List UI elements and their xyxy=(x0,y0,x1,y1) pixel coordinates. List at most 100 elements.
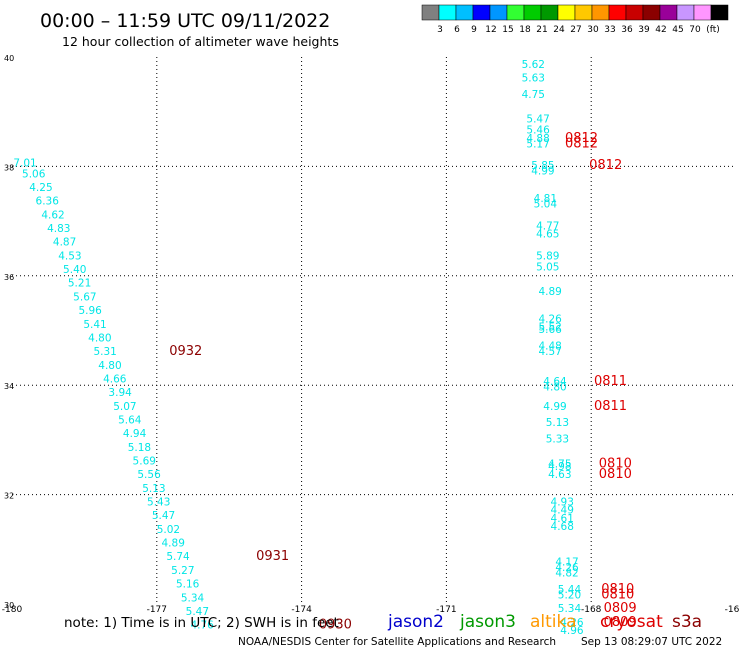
colorbar-label: 45 xyxy=(672,25,683,35)
pass-time-label: 0810 xyxy=(599,456,632,471)
wave-height-value: 4.26 xyxy=(560,617,584,629)
wave-height-value: 4.57 xyxy=(538,346,561,358)
colorbar-swatch xyxy=(506,4,525,21)
wave-height-value: 4.94 xyxy=(123,428,147,440)
y-tick-label: 38 xyxy=(4,163,14,172)
wave-height-value: 4.25 xyxy=(29,182,52,194)
pass-time-label: 0809 xyxy=(604,615,637,630)
colorbar-swatch xyxy=(642,4,661,21)
colorbar-unit: (ft) xyxy=(706,25,720,35)
wave-height-value: 4.49 xyxy=(551,505,574,517)
wave-height-value: 5.34 xyxy=(181,592,205,604)
wave-height-value: 3.94 xyxy=(108,387,132,399)
colorbar-label: 36 xyxy=(621,25,633,35)
y-tick-label: 32 xyxy=(4,492,14,501)
x-tick-label: -171 xyxy=(436,605,456,615)
wave-height-value: 4.93 xyxy=(551,497,574,509)
chart-grid xyxy=(12,57,736,604)
colorbar-swatch xyxy=(421,4,440,21)
wave-height-value: 4.26 xyxy=(538,313,562,325)
wave-height-value: 4.26 xyxy=(555,562,579,574)
wave-height-value: 5.18 xyxy=(128,442,151,454)
colorbar-label: 6 xyxy=(454,25,460,35)
colorbar-label: 3 xyxy=(437,25,443,35)
wave-height-value: 5.13 xyxy=(142,483,165,495)
colorbar-swatch xyxy=(710,4,729,21)
wave-height-value: 4.77 xyxy=(536,220,559,232)
wave-height-value: 4.82 xyxy=(555,568,578,580)
y-axis: 30 32 34 36 38 40 xyxy=(4,54,14,610)
wave-height-value: 5.47 xyxy=(152,510,175,522)
wave-height-value: 4.64 xyxy=(543,376,567,388)
wave-height-value: 4.89 xyxy=(162,538,185,550)
colorbar-swatch xyxy=(540,4,559,21)
wave-height-value: 5.56 xyxy=(137,469,161,481)
wave-height-value: 4.76 xyxy=(190,620,214,632)
colorbar-label: 21 xyxy=(536,25,547,35)
colorbar-swatch xyxy=(676,4,695,21)
wave-height-value: 4.98 xyxy=(548,461,571,473)
colorbar-swatch xyxy=(455,4,474,21)
pass-time-label: 0811 xyxy=(594,374,627,389)
pass-time-label: 0810 xyxy=(601,588,634,603)
x-tick-label: -180 xyxy=(2,605,23,615)
wave-height-value: 7.01 xyxy=(13,157,36,169)
wave-height-value: 5.41 xyxy=(83,319,106,331)
colorbar-swatch xyxy=(591,4,610,21)
wave-height-value: 5.17 xyxy=(526,138,549,150)
wave-height-value: 5.89 xyxy=(536,250,559,262)
wave-height-value: 4.63 xyxy=(548,469,571,481)
units-note: note: 1) Time is in UTC; 2) SWH is in fe… xyxy=(64,615,339,631)
x-tick-label: -174 xyxy=(291,605,312,615)
wave-height-value: 4.65 xyxy=(536,229,559,241)
pass-time-label: 0810 xyxy=(599,467,632,482)
wave-height-values: 7.015.06 4.25 6.364.62 4.83 4.874.53 5.40 5.21… xyxy=(13,59,584,637)
legend-cryosat: cryosat xyxy=(600,612,663,632)
wave-height-value: 4.83 xyxy=(47,223,70,235)
y-tick-label: 36 xyxy=(4,273,14,282)
wave-height-value: 5.62 xyxy=(522,59,545,71)
wave-height-value: 5.85 xyxy=(531,160,554,172)
x-tick-label: -16 xyxy=(725,605,740,615)
colorbar-swatch xyxy=(608,4,627,21)
wave-height-value: 6.36 xyxy=(36,196,60,208)
chart-title: 00:00 – 11:59 UTC 09/11/2022 xyxy=(40,10,330,32)
wave-height-value: 5.20 xyxy=(558,590,581,602)
wave-height-value: 4.80 xyxy=(88,332,111,344)
wave-height-value: 5.13 xyxy=(546,417,569,429)
colorbar-label: 24 xyxy=(553,25,565,35)
x-tick-label: -177 xyxy=(147,605,167,615)
wave-height-value: 5.02 xyxy=(157,524,180,536)
wave-height-value: 4.66 xyxy=(103,373,127,385)
wave-height-value: 4.75 xyxy=(548,458,571,470)
colorbar-swatch xyxy=(625,4,644,21)
colorbar-swatch xyxy=(693,4,712,21)
y-tick-label: 30 xyxy=(4,601,14,610)
colorbar-label: 15 xyxy=(502,25,513,35)
wave-height-value: 5.47 xyxy=(186,606,209,618)
wave-height-value: 5.64 xyxy=(118,414,142,426)
pass-time-label: 0932 xyxy=(169,344,202,359)
wave-height-value: 4.62 xyxy=(41,209,64,221)
colorbar-label: 33 xyxy=(604,25,615,35)
wave-height-value: 5.52 xyxy=(538,322,561,334)
wave-height-value: 4.80 xyxy=(543,382,566,394)
wave-height-value: 5.96 xyxy=(78,305,102,317)
wave-height-value: 4.81 xyxy=(534,193,557,205)
colorbar-swatch xyxy=(659,4,678,21)
pass-time-label: 0812 xyxy=(589,158,622,173)
legend-jason3: jason3 xyxy=(459,612,516,632)
footer-credit: NOAA/NESDIS Center for Satellite Applica… xyxy=(238,636,556,648)
x-tick-label: -168 xyxy=(581,605,602,615)
wave-height-value: 5.40 xyxy=(63,264,86,276)
colorbar-swatch xyxy=(523,4,542,21)
wave-height-value: 4.80 xyxy=(98,360,121,372)
colorbar: 3 6 9 12 15 18 21 24 27 30 33 36 39 42 45 70 (ft) xyxy=(421,4,729,35)
pass-time-label: 0930 xyxy=(319,618,352,633)
x-axis: -180 -177 -174 -171 -168 -16 xyxy=(2,605,740,615)
legend-altika: altika xyxy=(530,612,577,632)
wave-height-value: 4.87 xyxy=(53,237,76,249)
colorbar-swatch xyxy=(574,4,593,21)
colorbar-swatch xyxy=(489,4,508,21)
